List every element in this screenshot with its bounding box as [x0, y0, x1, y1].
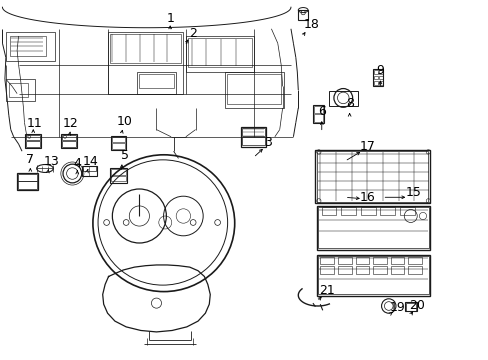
- Bar: [26, 141, 40, 147]
- Text: 21: 21: [318, 284, 334, 297]
- Bar: [111, 176, 125, 181]
- Bar: [82, 166, 97, 176]
- Text: 16: 16: [359, 191, 375, 204]
- Text: 13: 13: [43, 155, 59, 168]
- Text: 10: 10: [117, 115, 132, 128]
- Bar: [10, 36, 46, 56]
- Text: 7: 7: [26, 153, 34, 166]
- Text: 3: 3: [264, 136, 271, 149]
- Bar: [328, 91, 357, 106]
- Bar: [313, 114, 322, 122]
- Bar: [404, 302, 416, 311]
- Bar: [316, 206, 429, 250]
- Bar: [316, 151, 427, 202]
- Text: 11: 11: [26, 117, 42, 130]
- Text: 20: 20: [408, 299, 424, 312]
- Bar: [372, 69, 383, 86]
- Text: 8: 8: [345, 97, 353, 110]
- Bar: [320, 266, 333, 274]
- Bar: [399, 207, 414, 215]
- Bar: [355, 266, 368, 274]
- Bar: [112, 143, 125, 149]
- Bar: [6, 32, 55, 61]
- Bar: [111, 136, 126, 150]
- Bar: [312, 105, 323, 123]
- Bar: [407, 257, 421, 264]
- Bar: [110, 34, 181, 63]
- Bar: [315, 150, 429, 203]
- Bar: [313, 106, 322, 113]
- Bar: [224, 72, 283, 108]
- Bar: [380, 207, 394, 215]
- Bar: [321, 207, 336, 215]
- Bar: [373, 76, 377, 79]
- Bar: [18, 181, 37, 189]
- Bar: [62, 135, 76, 140]
- Bar: [337, 266, 351, 274]
- Bar: [373, 70, 377, 74]
- Bar: [62, 141, 76, 147]
- Bar: [9, 83, 28, 97]
- Text: 4: 4: [73, 157, 81, 170]
- Bar: [61, 134, 77, 148]
- Bar: [227, 74, 281, 104]
- Bar: [360, 207, 375, 215]
- Text: 18: 18: [304, 18, 319, 31]
- Bar: [83, 166, 96, 171]
- Text: 14: 14: [82, 155, 98, 168]
- Bar: [107, 32, 183, 94]
- Bar: [390, 257, 404, 264]
- Bar: [378, 76, 382, 79]
- Bar: [139, 74, 173, 88]
- Bar: [407, 266, 421, 274]
- Text: 9: 9: [376, 64, 384, 77]
- Bar: [372, 257, 386, 264]
- Bar: [337, 257, 351, 264]
- Bar: [25, 134, 41, 148]
- Bar: [373, 81, 377, 85]
- Bar: [188, 38, 251, 67]
- Bar: [298, 10, 307, 20]
- Bar: [355, 257, 368, 264]
- Bar: [111, 169, 125, 175]
- Text: 5: 5: [121, 149, 128, 162]
- Text: 6: 6: [317, 105, 325, 118]
- Bar: [17, 173, 38, 190]
- Bar: [316, 255, 429, 296]
- Text: 12: 12: [63, 117, 79, 130]
- Bar: [317, 256, 428, 294]
- Bar: [372, 266, 386, 274]
- Bar: [110, 168, 126, 183]
- Bar: [112, 137, 125, 142]
- Bar: [26, 135, 40, 140]
- Bar: [137, 72, 176, 94]
- Bar: [6, 79, 35, 101]
- Bar: [405, 303, 415, 311]
- Text: 1: 1: [166, 12, 174, 24]
- Text: 17: 17: [359, 140, 375, 153]
- Bar: [18, 174, 37, 181]
- Bar: [317, 207, 428, 248]
- Text: 19: 19: [388, 301, 404, 314]
- Bar: [241, 128, 264, 136]
- Bar: [378, 81, 382, 85]
- Bar: [378, 70, 382, 74]
- Text: 2: 2: [189, 27, 197, 40]
- Bar: [240, 127, 265, 147]
- Bar: [341, 207, 355, 215]
- Bar: [185, 36, 254, 72]
- Text: 15: 15: [405, 186, 420, 199]
- Bar: [241, 137, 264, 145]
- Bar: [320, 257, 333, 264]
- Bar: [390, 266, 404, 274]
